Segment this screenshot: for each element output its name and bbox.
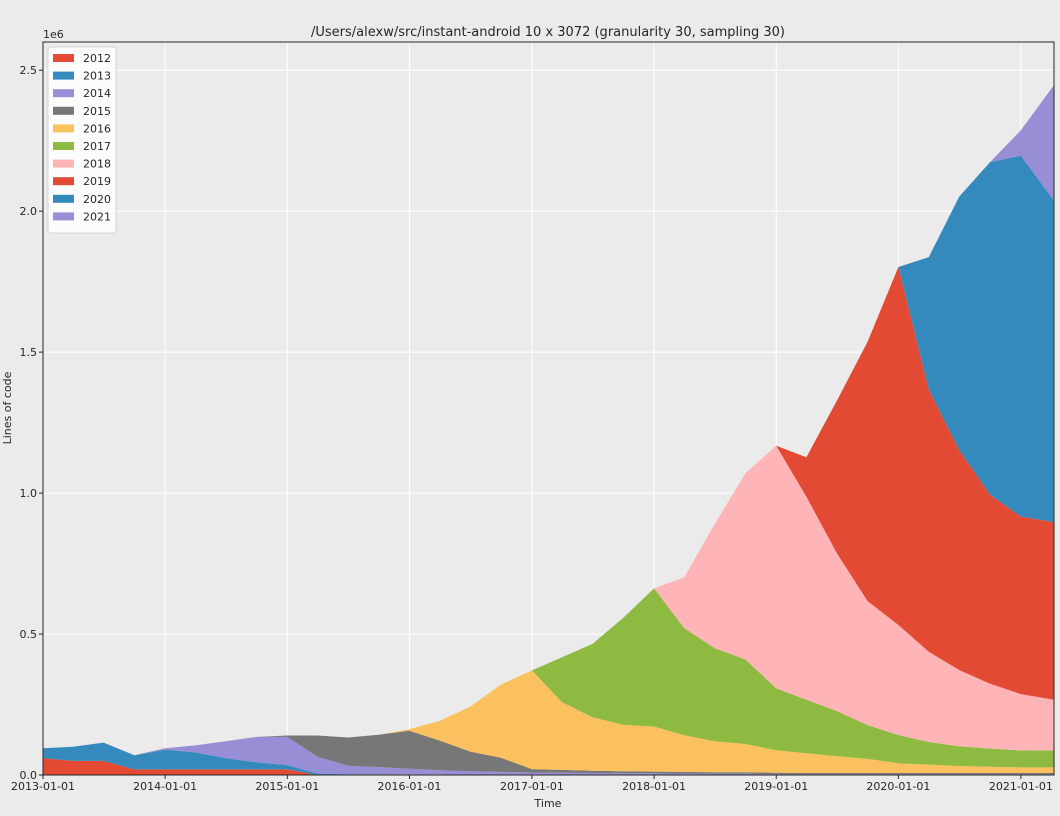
legend-swatch [53,142,74,150]
area-series-2018 [43,445,1054,756]
legend-swatch [53,177,74,186]
area-series-2017 [43,588,1054,768]
legend-entry-label: 2015 [83,105,111,118]
x-tick-label: 2019-01-01 [744,780,808,793]
x-axis-label: Time [534,797,562,810]
legend-entry-label: 2019 [83,175,111,188]
plot-frame [42,41,1055,776]
chart-title: /Users/alexw/src/instant-android 10 x 30… [311,25,785,40]
area-series-2020 [43,155,1054,756]
y-tick-label: 2.5 [20,64,38,77]
x-tick-label: 2014-01-01 [133,780,197,793]
x-tick-label: 2017-01-01 [500,780,564,793]
legend-entry-label: 2020 [83,193,111,206]
legend-entry-label: 2012 [83,52,111,65]
legend-swatch [53,124,74,133]
legend-swatch [53,106,74,115]
area-series-2012 [43,758,1054,775]
area-series-2014 [43,736,1054,775]
y-axis-scale-label: 1e6 [43,28,64,41]
axis-ticks: 2013-01-01 2014-01-01 2015-01-01 2016-01-01… [11,64,1053,793]
x-tick-label: 2015-01-01 [255,780,319,793]
x-tick-label: 2021-01-01 [989,780,1053,793]
y-tick-label: 1.0 [20,487,38,500]
legend: 2012 2013 2014 2015 2016 2017 2018 2019 2020 2021 [47,46,117,234]
legend-entry-label: 2016 [83,122,111,135]
y-tick-label: 0.5 [20,628,38,641]
y-axis-label: Lines of code [1,371,14,444]
area-series-2016 [43,670,1054,773]
legend-entry-label: 2018 [83,158,111,171]
legend-swatch [53,89,74,98]
legend-swatch [53,194,74,203]
area-series-2019 [43,267,1054,756]
legend-entry-label: 2017 [83,140,111,153]
legend-entry-label: 2021 [83,210,111,223]
x-tick-label: 2018-01-01 [622,780,686,793]
legend-swatch [53,54,74,62]
legend-swatch [53,159,74,168]
x-tick-label: 2016-01-01 [377,780,441,793]
legend-entry-label: 2014 [83,87,111,100]
area-series-2015 [43,730,1054,775]
legend-entry-label: 2013 [83,70,111,83]
y-tick-label: 2.0 [20,205,38,218]
x-tick-label: 2020-01-01 [866,780,930,793]
x-tick-label: 2013-01-01 [11,780,75,793]
legend-swatch [53,71,74,80]
y-tick-label: 1.5 [20,346,38,359]
area-series-group [43,85,1054,775]
y-tick-label: 0.0 [20,769,38,782]
legend-swatch [53,212,74,221]
